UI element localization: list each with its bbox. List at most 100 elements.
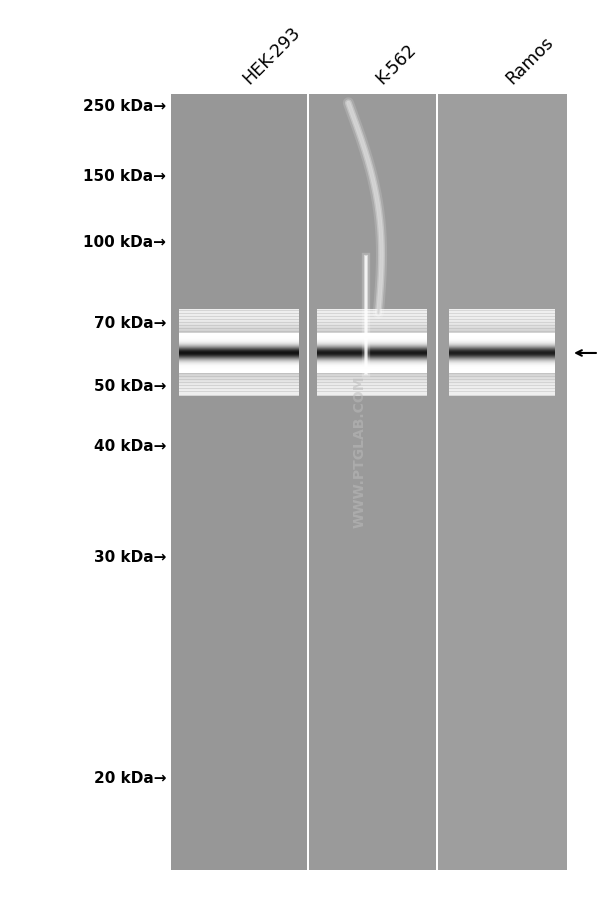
Bar bbox=[449, 375, 556, 376]
Bar bbox=[179, 311, 299, 312]
Bar bbox=[179, 385, 299, 387]
Bar bbox=[317, 392, 427, 393]
Text: WWW.PTGLAB.COM: WWW.PTGLAB.COM bbox=[353, 375, 367, 527]
Bar bbox=[449, 384, 556, 385]
Bar bbox=[449, 391, 556, 392]
Bar bbox=[317, 313, 427, 314]
Bar bbox=[449, 330, 556, 331]
Bar bbox=[449, 381, 556, 382]
Bar bbox=[449, 390, 556, 391]
Bar bbox=[317, 312, 427, 314]
Bar bbox=[317, 309, 427, 310]
Bar bbox=[449, 325, 556, 326]
Bar bbox=[449, 388, 556, 389]
Bar bbox=[449, 393, 556, 394]
Bar bbox=[449, 311, 556, 312]
Bar bbox=[437, 95, 567, 870]
Bar bbox=[317, 386, 427, 387]
Bar bbox=[317, 379, 427, 380]
Bar bbox=[317, 374, 427, 375]
Text: 30 kDa→: 30 kDa→ bbox=[94, 549, 166, 564]
Text: 150 kDa→: 150 kDa→ bbox=[83, 169, 166, 183]
Bar bbox=[449, 318, 556, 319]
Bar bbox=[179, 377, 299, 378]
Bar bbox=[317, 329, 427, 330]
Bar bbox=[307, 95, 308, 870]
Bar bbox=[449, 392, 556, 393]
Bar bbox=[179, 383, 299, 384]
Bar bbox=[179, 315, 299, 316]
Bar bbox=[179, 314, 299, 315]
Bar bbox=[179, 333, 299, 334]
Bar bbox=[449, 323, 556, 324]
Bar bbox=[171, 95, 308, 870]
Bar bbox=[436, 95, 438, 870]
Bar bbox=[449, 322, 556, 323]
Bar bbox=[179, 318, 299, 319]
Bar bbox=[449, 329, 556, 330]
Bar bbox=[179, 321, 299, 322]
Bar bbox=[171, 95, 567, 870]
Bar bbox=[449, 327, 556, 328]
Bar bbox=[179, 395, 299, 396]
Bar bbox=[449, 377, 556, 378]
Bar bbox=[317, 328, 427, 329]
Bar bbox=[179, 329, 299, 330]
Bar bbox=[179, 330, 299, 331]
Bar bbox=[317, 389, 427, 390]
Bar bbox=[317, 395, 427, 396]
Bar bbox=[179, 319, 299, 320]
Bar bbox=[449, 312, 556, 314]
Bar bbox=[179, 324, 299, 325]
Bar bbox=[179, 386, 299, 387]
Bar bbox=[449, 387, 556, 388]
Bar bbox=[449, 319, 556, 320]
Text: 250 kDa→: 250 kDa→ bbox=[83, 99, 166, 114]
Bar bbox=[179, 379, 299, 380]
Bar bbox=[317, 324, 427, 325]
Bar bbox=[317, 323, 427, 324]
Bar bbox=[449, 382, 556, 383]
Bar bbox=[317, 384, 427, 385]
Bar bbox=[179, 387, 299, 388]
Bar bbox=[317, 385, 427, 387]
Bar bbox=[179, 316, 299, 318]
Bar bbox=[449, 324, 556, 325]
Bar bbox=[179, 384, 299, 385]
Bar bbox=[179, 310, 299, 311]
Bar bbox=[449, 373, 556, 374]
Bar bbox=[179, 375, 299, 376]
Bar bbox=[317, 319, 427, 320]
Text: Ramos: Ramos bbox=[502, 33, 557, 87]
Bar bbox=[179, 391, 299, 392]
Bar bbox=[179, 312, 299, 313]
Bar bbox=[317, 328, 427, 329]
Bar bbox=[449, 395, 556, 396]
Bar bbox=[449, 380, 556, 382]
Bar bbox=[317, 311, 427, 312]
Bar bbox=[317, 310, 427, 311]
Bar bbox=[179, 328, 299, 329]
Bar bbox=[317, 396, 427, 397]
Bar bbox=[317, 316, 427, 317]
Bar bbox=[179, 320, 299, 321]
Bar bbox=[449, 378, 556, 379]
Bar bbox=[449, 331, 556, 332]
Bar bbox=[317, 321, 427, 322]
Bar bbox=[317, 310, 427, 312]
Bar bbox=[449, 316, 556, 317]
Bar bbox=[449, 386, 556, 387]
Bar bbox=[179, 314, 299, 316]
Bar bbox=[179, 323, 299, 324]
Bar bbox=[179, 331, 299, 332]
Bar bbox=[449, 396, 556, 397]
Bar bbox=[449, 315, 556, 316]
Bar bbox=[317, 325, 427, 326]
Bar bbox=[317, 330, 427, 331]
Bar bbox=[449, 323, 556, 324]
Bar bbox=[449, 379, 556, 380]
Bar bbox=[179, 382, 299, 383]
Bar bbox=[179, 373, 299, 374]
Bar bbox=[317, 394, 427, 395]
Bar bbox=[179, 387, 299, 388]
